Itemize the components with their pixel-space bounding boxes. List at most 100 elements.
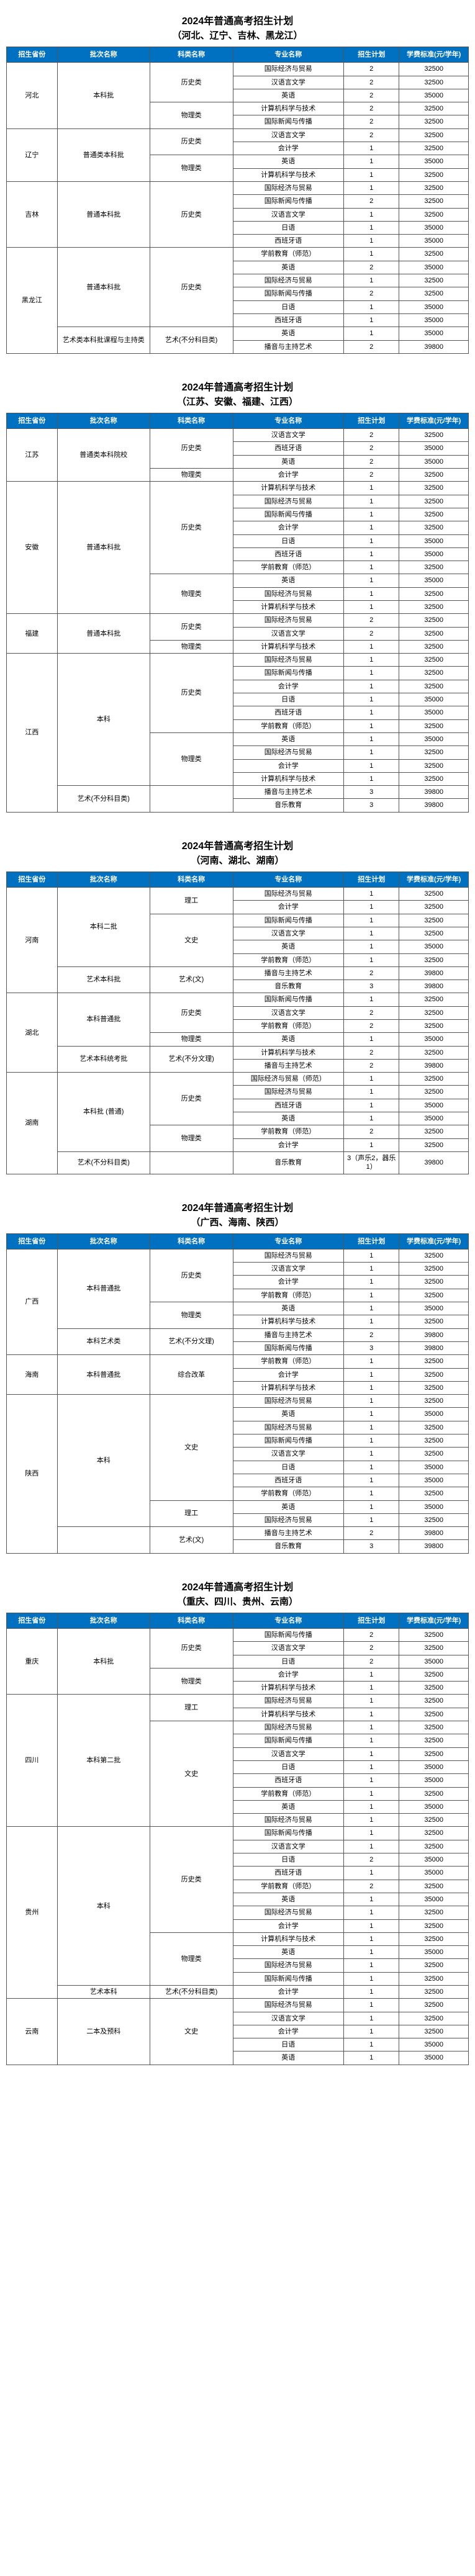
cell-major: 国际经济与贸易 (233, 888, 344, 901)
cell-major: 英语 (233, 327, 344, 340)
cell-num: 1 (344, 142, 399, 155)
cell-subject: 文史 (150, 1999, 233, 2065)
cell-major: 英语 (233, 1800, 344, 1813)
cell-fee: 35000 (399, 1474, 469, 1487)
cell-major: 日语 (233, 1853, 344, 1867)
cell-batch: 本科批 (普通) (57, 1073, 150, 1152)
cell-major: 西班牙语 (233, 1474, 344, 1487)
cell-fee: 35000 (399, 261, 469, 274)
cell-subject: 艺术(不分科目类) (150, 1986, 233, 1999)
cell-fee: 35000 (399, 1655, 469, 1668)
cell-batch: 艺术(不分科目类) (57, 786, 150, 813)
cell-major: 国际经济与贸易（师范） (233, 1073, 344, 1086)
cell-num: 1 (344, 1073, 399, 1086)
section-title: 2024年普通高考招生计划 (6, 1199, 469, 1214)
cell-fee: 32500 (399, 1999, 469, 2012)
cell-major: 汉语言文学 (233, 2012, 344, 2025)
cell-batch: 本科 (57, 654, 150, 786)
cell-major: 汉语言文学 (233, 128, 344, 142)
cell-subject: 历史类 (150, 1249, 233, 1302)
table-row: 江苏普通类本科院校历史类汉语言文学232500 (7, 429, 469, 442)
th-major: 专业名称 (233, 47, 344, 63)
cell-fee: 32500 (399, 1006, 469, 1019)
cell-fee: 32500 (399, 482, 469, 495)
th-batch: 批次名称 (57, 1233, 150, 1249)
th-subject: 科类名称 (150, 1613, 233, 1628)
th-province: 招生省份 (7, 413, 58, 428)
cell-num: 2 (344, 1628, 399, 1641)
cell-major: 日语 (233, 534, 344, 547)
cell-major: 国际经济与贸易 (233, 495, 344, 508)
cell-num: 1 (344, 547, 399, 561)
cell-fee: 32500 (399, 614, 469, 627)
cell-fee: 32500 (399, 1513, 469, 1526)
cell-major: 计算机科学与技术 (233, 640, 344, 653)
cell-fee: 35000 (399, 155, 469, 168)
cell-fee: 32500 (399, 888, 469, 901)
cell-num: 1 (344, 1668, 399, 1681)
cell-num: 1 (344, 2012, 399, 2025)
cell-fee: 32500 (399, 759, 469, 772)
cell-num: 1 (344, 1315, 399, 1328)
cell-fee: 32500 (399, 287, 469, 300)
cell-major: 会计学 (233, 142, 344, 155)
cell-major: 播音与主持艺术 (233, 1527, 344, 1540)
cell-province: 重庆 (7, 1628, 58, 1694)
cell-num: 1 (344, 901, 399, 914)
cell-fee: 35000 (399, 732, 469, 745)
cell-batch: 本科普通批 (57, 1249, 150, 1328)
cell-num: 1 (344, 640, 399, 653)
cell-major: 学前教育（师范） (233, 561, 344, 574)
table-row: 黑龙江普通本科批历史类学前教育（师范）132500 (7, 248, 469, 261)
cell-fee: 32500 (399, 1086, 469, 1099)
cell-major: 英语 (233, 1033, 344, 1046)
cell-major: 国际经济与贸易 (233, 1695, 344, 1708)
cell-major: 国际经济与贸易 (233, 746, 344, 759)
th-subject: 科类名称 (150, 1233, 233, 1249)
cell-num: 1 (344, 1302, 399, 1315)
cell-major: 计算机科学与技术 (233, 1708, 344, 1721)
cell-subject: 物理类 (150, 102, 233, 129)
cell-num: 1 (344, 772, 399, 785)
cell-major: 音乐教育 (233, 1540, 344, 1553)
cell-major: 计算机科学与技术 (233, 1682, 344, 1695)
cell-fee: 35000 (399, 1033, 469, 1046)
cell-fee: 32500 (399, 1381, 469, 1394)
table-row: 湖南本科批 (普通)历史类国际经济与贸易（师范）132500 (7, 1073, 469, 1086)
cell-fee: 35000 (399, 574, 469, 587)
cell-fee: 32500 (399, 772, 469, 785)
cell-fee: 32500 (399, 1368, 469, 1381)
plan-section: 2024年普通高考招生计划（江苏、安徽、福建、江西）招生省份批次名称科类名称专业… (6, 379, 469, 813)
th-num: 招生计划 (344, 871, 399, 887)
cell-num: 2 (344, 76, 399, 89)
cell-fee: 39800 (399, 966, 469, 980)
plan-section: 2024年普通高考招生计划（河南、湖北、湖南）招生省份批次名称科类名称专业名称招… (6, 837, 469, 1174)
cell-subject: 历史类 (150, 181, 233, 247)
cell-major: 日语 (233, 221, 344, 234)
cell-fee: 32500 (399, 1421, 469, 1434)
cell-fee: 32500 (399, 1919, 469, 1932)
cell-fee: 32500 (399, 76, 469, 89)
cell-major: 会计学 (233, 759, 344, 772)
cell-major: 英语 (233, 940, 344, 953)
cell-num: 1 (344, 1395, 399, 1408)
cell-fee: 32500 (399, 1695, 469, 1708)
cell-major: 西班牙语 (233, 547, 344, 561)
cell-major: 音乐教育 (233, 1151, 344, 1174)
cell-fee: 35000 (399, 1774, 469, 1787)
cell-fee: 32500 (399, 521, 469, 534)
cell-subject (150, 1151, 233, 1174)
cell-major: 国际经济与贸易 (233, 1959, 344, 1972)
cell-subject: 物理类 (150, 1125, 233, 1152)
cell-major: 国际经济与贸易 (233, 1999, 344, 2012)
cell-fee: 35000 (399, 1946, 469, 1959)
cell-num: 2 (344, 1328, 399, 1341)
cell-major: 会计学 (233, 1276, 344, 1289)
cell-num: 1 (344, 953, 399, 966)
cell-major: 英语 (233, 574, 344, 587)
section-subtitle: （江苏、安徽、福建、江西） (6, 395, 469, 408)
cell-fee: 35000 (399, 1302, 469, 1315)
cell-subject: 历史类 (150, 1628, 233, 1668)
cell-num: 2 (344, 1046, 399, 1059)
cell-province: 河南 (7, 888, 58, 993)
